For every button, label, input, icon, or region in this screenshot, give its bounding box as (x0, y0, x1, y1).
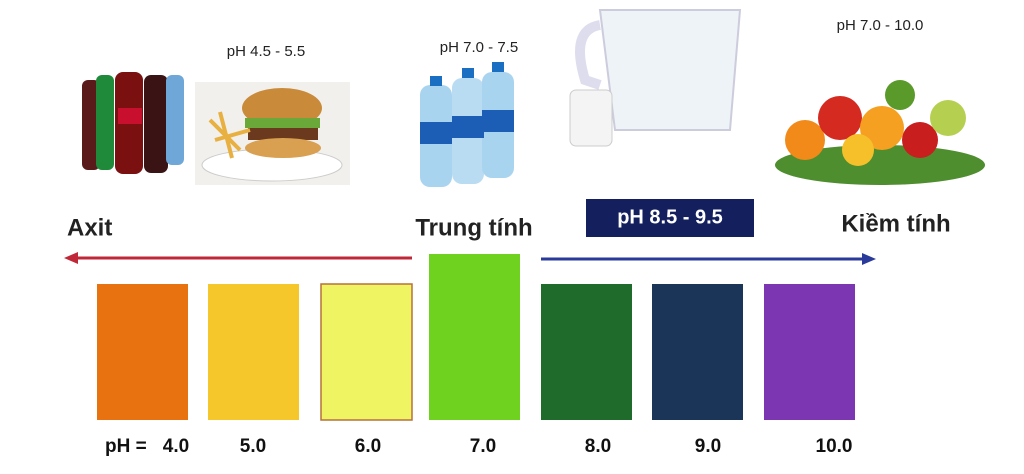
ph-box (320, 283, 413, 421)
alkaline-label: Kiềm tính (841, 210, 950, 237)
ph-scale: 4.0 5.0 6.0 7.0 8.0 9.0 10.0 (97, 254, 855, 457)
ph-value: 10.0 (816, 436, 853, 457)
fruits (775, 80, 985, 185)
ph-value: 6.0 (355, 436, 381, 457)
ph-value: 4.0 (163, 436, 189, 457)
neutral-label: Trung tính (415, 214, 532, 241)
highlight-label: pH 8.5 - 9.5 (617, 206, 723, 228)
acid-label: Axit (67, 214, 112, 241)
water-pitcher (569, 9, 742, 147)
ph-box (652, 284, 743, 420)
ph-box (764, 284, 855, 420)
acid-arrow-head (64, 252, 78, 264)
food-label: pH 4.5 - 5.5 (227, 43, 305, 60)
soda-bottles (82, 72, 184, 174)
alkaline-arrow-head (862, 253, 876, 265)
ph-box (541, 284, 632, 420)
ph-value: 9.0 (695, 436, 721, 457)
burger-fries (195, 82, 350, 185)
food-label: pH 7.0 - 10.0 (837, 17, 924, 34)
ph-prefix: pH = (105, 436, 147, 457)
water-bottles (420, 62, 514, 187)
ph-value: 5.0 (240, 436, 266, 457)
food-label: pH 7.0 - 7.5 (440, 39, 518, 56)
ph-box (208, 284, 299, 420)
ph-value: 7.0 (470, 436, 496, 457)
highlight-box (586, 199, 754, 237)
ph-box (97, 284, 188, 420)
ph-value: 8.0 (585, 436, 611, 457)
ph-box (429, 254, 520, 420)
